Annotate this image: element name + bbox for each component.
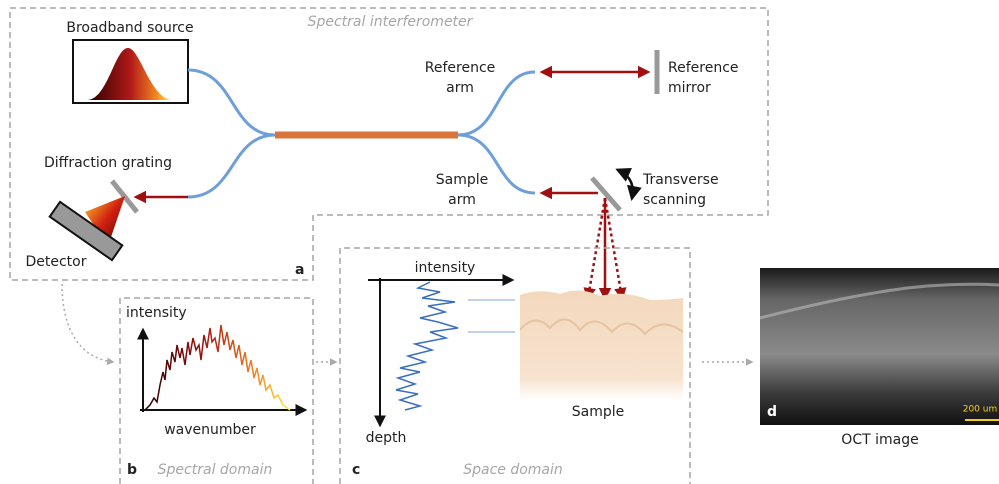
label: Sample	[572, 404, 625, 420]
label: Diffraction grating	[44, 155, 172, 171]
label: Reference	[425, 60, 496, 76]
axis-label: wavenumber	[164, 422, 256, 438]
axis-label: intensity	[126, 305, 187, 321]
panel-label: c	[352, 462, 360, 478]
label: arm	[448, 192, 476, 208]
axis-label: intensity	[415, 260, 476, 276]
sample-tissue	[520, 290, 683, 400]
caption: OCT image	[841, 432, 918, 448]
label: scanning	[643, 192, 706, 208]
axis-label: depth	[366, 430, 407, 446]
label: arm	[446, 80, 474, 96]
label: Transverse	[642, 172, 719, 188]
scale-bar-label: 200 um	[963, 405, 998, 415]
label: Detector	[25, 254, 86, 270]
spectrum	[145, 325, 290, 410]
label: mirror	[668, 80, 711, 96]
panel-title: Space domain	[463, 462, 563, 478]
panel-label: a	[295, 262, 304, 278]
connector	[62, 284, 113, 362]
fiber	[188, 135, 275, 197]
panel-b-frame	[120, 298, 313, 484]
panel-label: b	[127, 462, 137, 478]
label: Broadband source	[66, 20, 193, 36]
fiber	[188, 70, 275, 135]
diagram: Spectral interferometer Broadband source…	[0, 0, 999, 484]
panel-label: d	[767, 404, 777, 420]
scan-arrow	[618, 170, 633, 198]
label: Sample	[436, 172, 489, 188]
panel-title: Spectral interferometer	[308, 14, 474, 30]
a-scan	[396, 282, 458, 410]
panel-title: Spectral domain	[158, 462, 273, 478]
label: Reference	[668, 60, 739, 76]
